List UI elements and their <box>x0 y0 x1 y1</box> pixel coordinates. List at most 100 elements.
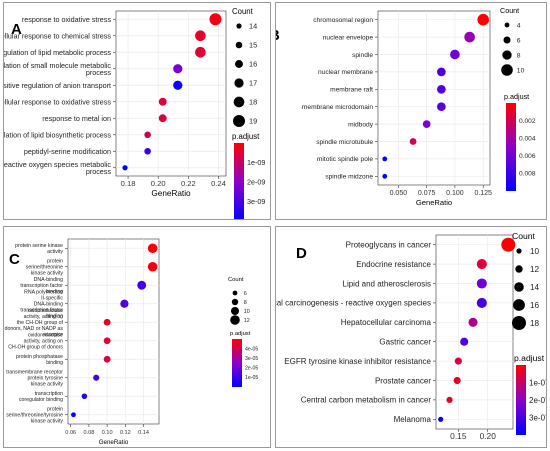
x-tick-label: 0.15 <box>450 431 467 441</box>
color-legend-bar <box>234 143 244 219</box>
x-tick-label: 0.075 <box>418 190 436 197</box>
size-legend-label: 17 <box>249 79 257 88</box>
data-point <box>147 261 158 272</box>
size-legend-label: 6 <box>244 291 247 297</box>
category-label: cellular response to chemical stress <box>4 31 111 40</box>
data-point <box>173 80 183 90</box>
size-legend-dot <box>236 23 242 29</box>
panel-letter: C <box>9 251 20 268</box>
data-point <box>137 280 147 290</box>
category-label: regulation of small molecule metabolicpr… <box>4 61 111 77</box>
category-label-line: positive regulation of anion transport <box>4 81 111 90</box>
color-legend-label: 2e-09 <box>247 178 265 187</box>
category-label: Hepatocellular carcinoma <box>341 318 432 327</box>
category-label: Central carbon metabolism in cancer <box>301 396 432 405</box>
category-label-line: response to metal ion <box>42 114 111 123</box>
category-label: oxidoreductase activity, acting on the CH-… <box>5 308 64 338</box>
panel-letter: D <box>296 245 307 262</box>
category-label-line: protein tyrosine <box>28 376 64 382</box>
color-legend-title: p.adjust <box>232 132 260 141</box>
category-label-line: acceptor <box>43 332 63 338</box>
panel-c: C 0.06 0.08 0.10 0.12 0.14 GeneRatio protein s… <box>3 226 271 448</box>
data-point <box>81 393 88 399</box>
category-label: Endocrine resistance <box>356 260 431 269</box>
category-label-line: Central carbon metabolism in cancer <box>301 396 432 405</box>
data-point <box>209 13 222 26</box>
data-point <box>437 84 446 94</box>
data-point <box>501 237 516 252</box>
data-point <box>446 396 453 403</box>
category-label-line: regulation of lipid biosynthetic process <box>4 130 111 139</box>
x-axis-label: GeneRatio <box>99 439 129 446</box>
category-label: oxidoreductase activity, acting on CH-OH g… <box>8 333 63 351</box>
size-legend-dot <box>502 50 512 60</box>
category-label-line: Prostate cancer <box>375 376 431 385</box>
category-label-line: binding <box>46 314 63 320</box>
data-point <box>195 30 206 42</box>
x-tick-label: 0.20 <box>151 179 166 188</box>
size-legend-label: 6 <box>517 37 521 44</box>
data-point <box>122 165 128 171</box>
category-label-line: chromosomal region <box>313 17 373 24</box>
category-label-line: coregulator binding <box>19 397 63 403</box>
category-label: Chemical carcinogenesis - reactive oxyge… <box>276 299 431 308</box>
category-label-line: Endocrine resistance <box>356 260 431 269</box>
category-label-line: activity <box>47 249 63 255</box>
color-legend-label: 0.004 <box>519 136 536 143</box>
category-label-line: oxidoreductase <box>28 308 63 314</box>
size-legend-dot <box>504 22 510 28</box>
data-point <box>476 297 487 308</box>
category-label-line: serine/threonine/tyrosine <box>6 413 63 419</box>
data-point <box>147 243 158 254</box>
category-label-line: spindle <box>352 52 373 59</box>
category-label-line: protein <box>47 407 63 413</box>
category-label-line: DNA-binding <box>34 277 64 283</box>
data-point <box>103 337 111 345</box>
data-point <box>437 67 446 77</box>
size-legend-label: 8 <box>244 300 247 306</box>
size-legend-dot <box>501 64 513 76</box>
data-point <box>382 156 388 162</box>
category-label: protein serine/threonine kinase activity <box>26 259 64 277</box>
category-label: membrane microdomain <box>302 104 373 111</box>
category-label-line: regulation of lipid metabolic process <box>4 48 111 57</box>
x-tick-label: 0.10 <box>102 430 113 436</box>
category-label: spindle midzone <box>325 174 373 181</box>
category-label-line: kinase activity <box>31 271 64 277</box>
color-legend-label: 1e-07 <box>529 378 547 387</box>
data-point <box>460 337 469 346</box>
x-tick-label: 0.100 <box>446 190 464 197</box>
color-legend-label: 3e-05 <box>245 356 258 362</box>
category-label: regulation of lipid metabolic process <box>4 48 111 57</box>
data-point <box>195 46 206 58</box>
category-label-line: process <box>86 167 112 176</box>
category-label-line: cellular response to chemical stress <box>4 31 111 40</box>
category-label-line: Chemical carcinogenesis - reactive oxyge… <box>276 299 431 308</box>
x-axis-label: GeneRatio <box>151 189 191 198</box>
category-label: response to oxidative stress <box>22 15 111 24</box>
data-point <box>120 299 129 308</box>
size-legend-label: 4 <box>517 22 521 29</box>
dot-plot-d: 0.15 0.20 Proteoglycans in cancer Endocrine… <box>276 231 547 441</box>
color-legend-label: 4e-05 <box>245 346 258 352</box>
category-label-line: Melanoma <box>394 415 432 424</box>
size-legend-label: 14 <box>530 283 540 292</box>
category-label: nuclear envelope <box>323 34 374 41</box>
category-label-line: nuclear membrane <box>318 69 373 76</box>
category-label-line: protein <box>47 259 63 265</box>
category-label-line: process <box>86 68 112 77</box>
category-label-line: EGFR tyrosine kinase inhibitor resistanc… <box>284 357 431 366</box>
category-label-line: kinase activity <box>31 382 64 388</box>
data-point <box>158 97 167 106</box>
size-legend-dot <box>231 298 239 306</box>
data-point <box>437 102 446 112</box>
plot-area <box>115 10 227 177</box>
category-label-line: activity, acting on <box>24 339 64 345</box>
category-label: spindle microtubule <box>316 139 373 146</box>
size-legend-label: 18 <box>249 98 257 107</box>
x-tick-label: 0.125 <box>474 190 492 197</box>
color-legend-bar <box>516 365 526 435</box>
dot-plot-b: 0.050 0.075 0.100 0.125 GeneRatio chromosomal… <box>302 6 536 207</box>
x-tick-label: 0.14 <box>138 430 149 436</box>
data-point <box>476 259 487 270</box>
